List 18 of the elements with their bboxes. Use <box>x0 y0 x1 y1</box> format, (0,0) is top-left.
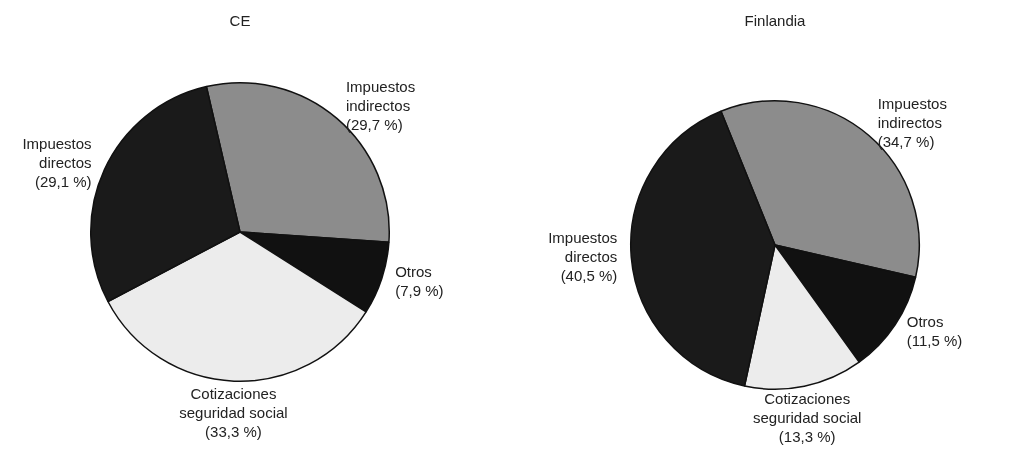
data-label: (40,5 %) <box>560 267 618 285</box>
slice-label: Impuestos directos <box>22 134 92 171</box>
data-label: (33,3 %) <box>205 422 262 440</box>
chart-title: Finlandia <box>744 12 807 30</box>
data-label: (29,1 %) <box>34 172 92 190</box>
slice-label: Impuestos indirectos <box>877 95 947 132</box>
slice-label: Otros <box>395 262 432 280</box>
data-label: (13,3 %) <box>778 427 836 445</box>
slice-label: Impuestos indirectos <box>345 78 416 115</box>
slice-label: Otros <box>906 312 944 330</box>
data-label: (34,7 %) <box>877 133 935 151</box>
data-label: (7,9 %) <box>395 281 444 299</box>
data-label: (29,7 %) <box>345 116 403 134</box>
slice-label: Cotizaciones seguridad social <box>753 389 862 426</box>
data-label: (11,5 %) <box>906 331 963 349</box>
slice-label: Cotizaciones seguridad social <box>179 384 288 421</box>
chart-title: CE <box>229 12 251 30</box>
slice-label: Impuestos directos <box>548 229 618 266</box>
